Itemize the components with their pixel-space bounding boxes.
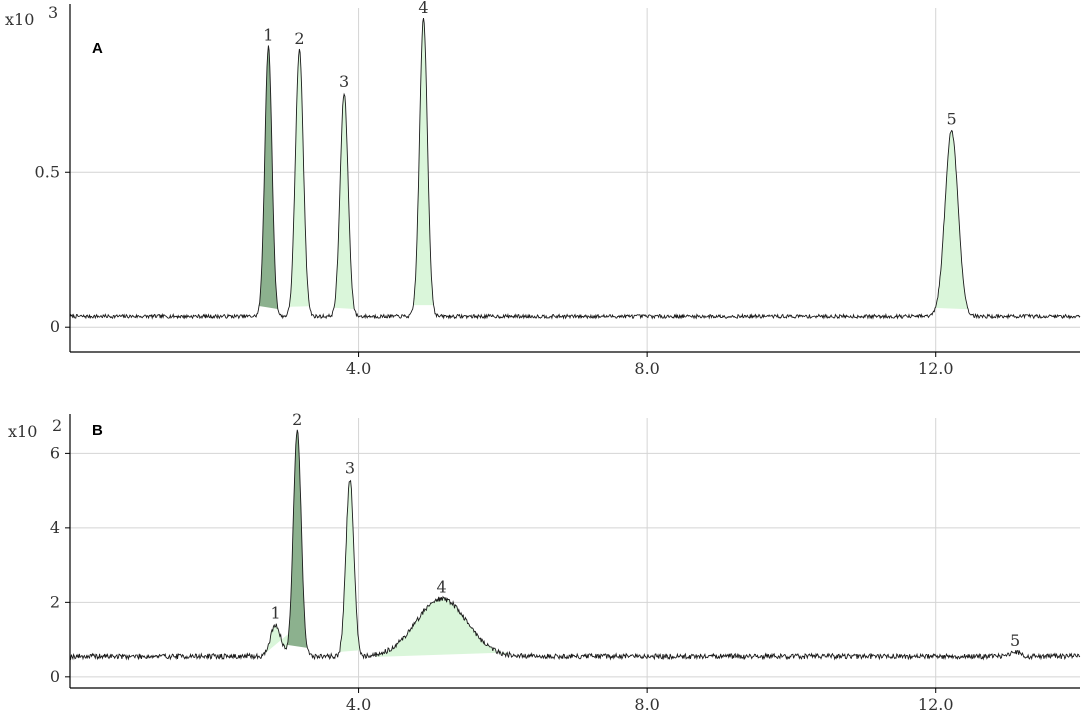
chromatogram-trace: [69, 18, 1081, 320]
y-tick-label: 2: [50, 592, 60, 611]
x-tick-label: 12.0: [918, 359, 954, 378]
x-tick-label: 8.0: [634, 695, 659, 713]
peak-label: 4: [436, 578, 446, 597]
panel-letter: A: [92, 40, 103, 57]
chart-panel-a: 4.0 8.0 12.0 0 0.5 x10 3 A 1 2 3 4 5: [5, 0, 1081, 378]
chart-panel-b: 4.0 8.0 12.0 0 2 4 6 x10 2 B 1 2 3 4 5: [8, 410, 1081, 713]
peak-label: 3: [345, 458, 355, 477]
peak-label: 4: [418, 0, 428, 17]
y-tick-label: 0: [50, 317, 60, 336]
peak-area-3: [334, 94, 355, 309]
peak-label: 1: [263, 26, 273, 45]
peak-label: 5: [946, 109, 956, 128]
y-multiplier: x10: [5, 10, 34, 29]
peak-label: 1: [271, 604, 281, 623]
x-tick-label: 8.0: [634, 359, 659, 378]
peak-area-4: [413, 18, 434, 306]
peak-label: 5: [1010, 631, 1020, 650]
chromatogram-trace: [69, 429, 1081, 661]
x-tick-label: 4.0: [346, 359, 371, 378]
peak-area-5: [935, 130, 969, 310]
x-tick-label: 4.0: [346, 695, 371, 713]
y-multiplier-exponent: 2: [52, 416, 62, 435]
peak-area-2: [287, 429, 308, 648]
peak-area-2: [289, 49, 310, 307]
peak-label: 3: [339, 72, 349, 91]
peak-label: 2: [292, 410, 302, 429]
peak-area-1: [259, 45, 278, 309]
panel-letter: B: [92, 422, 103, 439]
peak-area-3: [339, 480, 360, 652]
peak-label: 2: [294, 29, 304, 48]
y-tick-label: 4: [50, 518, 60, 537]
x-tick-label: 12.0: [918, 695, 954, 713]
peak-area-1: [262, 623, 289, 656]
y-tick-label: 0.5: [35, 162, 60, 181]
y-tick-label: 0: [50, 667, 60, 686]
y-tick-label: 6: [50, 443, 60, 462]
y-multiplier-exponent: 3: [48, 3, 58, 22]
peak-area-4: [375, 596, 508, 657]
y-multiplier: x10: [8, 422, 37, 441]
